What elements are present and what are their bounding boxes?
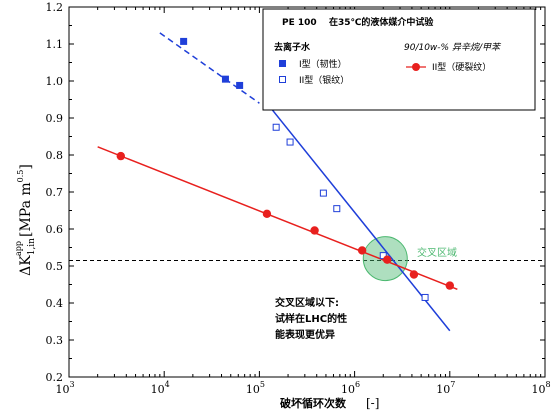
legend-marker-ductile <box>279 60 286 67</box>
x-tick-exp-0: 3 <box>69 380 74 389</box>
point-hard_crack-6 <box>445 281 454 290</box>
fit-lines <box>97 32 458 332</box>
fit-line-craze <box>266 102 451 332</box>
svg-text:ΔK1,inapp[MPa m0.5]: ΔK1,in app [MPa m0.5] <box>14 164 37 276</box>
point-hard_crack-0 <box>116 151 125 161</box>
y-tick-label-4: 0.6 <box>46 223 64 236</box>
point-craze-2 <box>319 189 327 197</box>
y-label-unit: [MPa m <box>18 182 34 237</box>
x-axis-label: 破坏循环次数 [-] <box>280 396 379 410</box>
x-tick-exp-1: 4 <box>165 380 170 389</box>
y-tick-label-8: 1.0 <box>46 75 64 88</box>
point-craze-5 <box>421 293 429 301</box>
cross-region-label: 交叉区域 <box>417 246 457 259</box>
legend-marker-hard-crack <box>412 63 420 71</box>
fit-line-dashed-ductile <box>159 32 260 104</box>
y-tick-label-7: 0.9 <box>46 112 64 125</box>
point-craze-0 <box>272 123 280 131</box>
x-tick-exp-4: 7 <box>450 380 455 389</box>
legend-item-craze: II型（银纹） <box>299 74 349 86</box>
point-hard_crack-3 <box>357 246 367 255</box>
legend: PE 100 在35℃的液体媒介中试验 去离子水 90/10w-% 异辛烷/甲苯… <box>262 8 536 111</box>
x-tick-exp-2: 5 <box>260 380 265 389</box>
legend-item-ductile: I型（韧性） <box>299 58 347 70</box>
point-hard_crack-4 <box>382 255 392 264</box>
x-label-main: 破坏循环次数 <box>280 396 347 410</box>
point-hard_crack-1 <box>262 209 272 219</box>
y-tick-label-10: 1.2 <box>46 1 64 14</box>
x-label-unit: [-] <box>366 396 379 410</box>
x-tick-exp-5: 8 <box>545 380 550 389</box>
y-axis-label: ΔK1,in app [MPa m0.5] <box>14 164 37 276</box>
point-ductile-2 <box>236 81 244 89</box>
data-points <box>116 37 454 301</box>
point-ductile-0 <box>180 37 188 45</box>
point-craze-1 <box>286 138 294 146</box>
y-tick-label-3: 0.5 <box>46 260 64 273</box>
point-hard_crack-5 <box>409 270 419 279</box>
y-tick-label-9: 1.1 <box>46 38 64 51</box>
legend-subtitle: 在35℃的液体媒介中试验 <box>329 16 434 28</box>
annotation-line-3: 能表现更优异 <box>275 328 335 341</box>
annotation-line-1: 交叉区域以下: <box>275 296 339 309</box>
y-tick-label-0: 0.2 <box>46 371 64 384</box>
point-hard_crack-2 <box>310 226 319 235</box>
annotation-line-2: 试样在LHC的性 <box>275 312 347 325</box>
legend-group2-title: 90/10w-% 异辛烷/甲苯 <box>404 42 502 53</box>
x-tick-exp-3: 6 <box>355 380 360 389</box>
y-tick-label-6: 0.8 <box>46 149 64 162</box>
y-label-main: ΔK <box>18 255 34 276</box>
legend-item-hard-crack: II型（硬裂纹） <box>432 61 491 73</box>
legend-group1-title: 去离子水 <box>274 41 311 53</box>
y-label-unit-close: ] <box>18 164 34 169</box>
y-tick-label-2: 0.4 <box>46 297 64 310</box>
y-label-sub: 1,in <box>27 238 37 255</box>
y-tick-label-1: 0.3 <box>46 334 64 347</box>
y-label-unit-sup: 0.5 <box>16 170 25 183</box>
legend-title: PE 100 <box>282 18 317 28</box>
fit-line-hard_crack <box>97 146 458 291</box>
y-tick-label-5: 0.7 <box>46 186 64 199</box>
point-ductile-1 <box>221 75 229 83</box>
point-craze-3 <box>333 205 341 213</box>
y-label-sup: app <box>14 241 23 256</box>
legend-box <box>262 8 536 111</box>
annotation: 交叉区域以下: 试样在LHC的性 能表现更优异 <box>275 296 347 341</box>
legend-marker-craze <box>279 76 286 83</box>
